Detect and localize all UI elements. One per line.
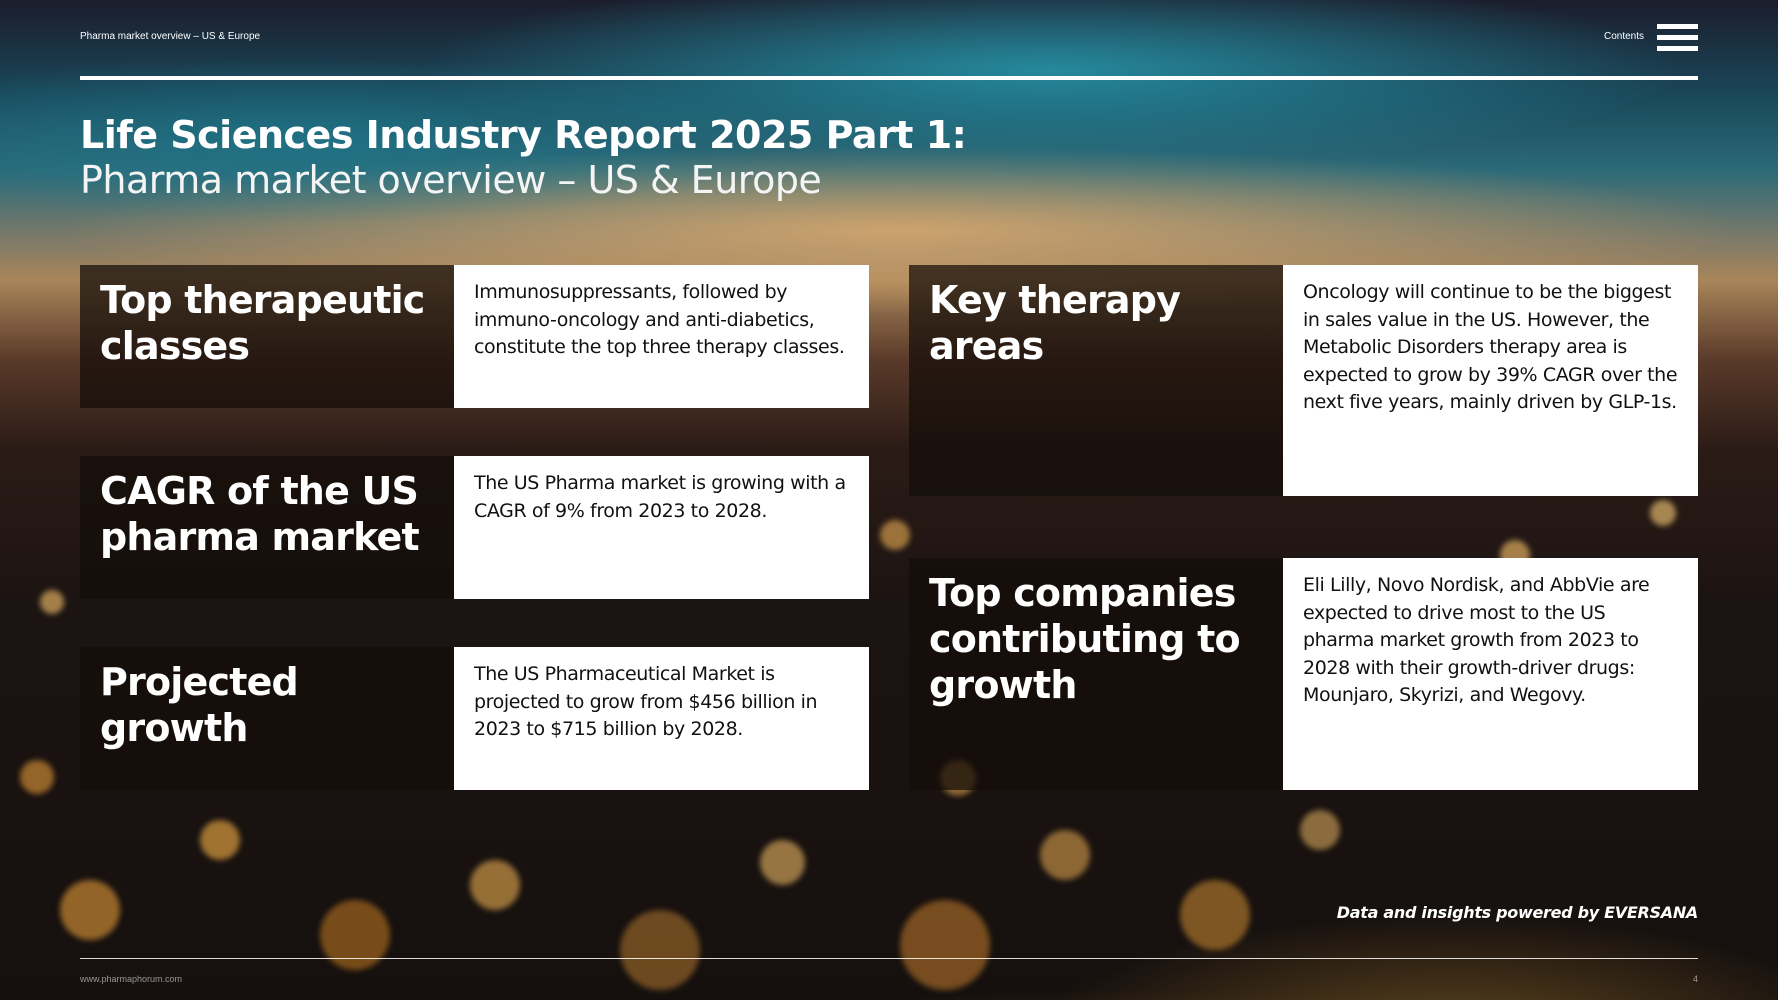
card-top-companies: Top companies contributing to growth Eli… (909, 558, 1698, 790)
data-credit: Data and insights powered by EVERSANA (1336, 903, 1699, 922)
footer-url-link[interactable]: www.pharmaphorum.com (80, 974, 183, 984)
card-key-therapy-areas: Key therapy areas Oncology will continue… (909, 265, 1698, 496)
page-subtitle: Pharma market overview – US & Europe (80, 158, 822, 202)
card-text: The US Pharmaceutical Market is projecte… (454, 647, 869, 790)
card-label: CAGR of the US pharma market (80, 456, 454, 599)
card-text: The US Pharma market is growing with a C… (454, 456, 869, 599)
page-number: 4 (1692, 974, 1698, 984)
page-title: Life Sciences Industry Report 2025 Part … (80, 113, 967, 157)
card-projected-growth: Projected growth The US Pharmaceutical M… (80, 647, 869, 790)
card-label: Top companies contributing to growth (909, 558, 1283, 790)
card-label: Top therapeutic classes (80, 265, 454, 408)
contents-link[interactable]: Contents (1603, 31, 1644, 42)
card-label: Key therapy areas (909, 265, 1283, 496)
header-breadcrumb: Pharma market overview – US & Europe (80, 31, 261, 42)
card-text: Immunosuppressants, followed by immuno-o… (454, 265, 869, 408)
card-label: Projected growth (80, 647, 454, 790)
card-top-therapeutic-classes: Top therapeutic classes Immunosuppressan… (80, 265, 869, 408)
card-text: Eli Lilly, Novo Nordisk, and AbbVie are … (1283, 558, 1698, 790)
bottom-divider (80, 958, 1698, 959)
top-divider (80, 76, 1698, 80)
card-text: Oncology will continue to be the biggest… (1283, 265, 1698, 496)
card-cagr-us-pharma-market: CAGR of the US pharma market The US Phar… (80, 456, 869, 599)
hamburger-menu-icon[interactable] (1657, 24, 1698, 51)
